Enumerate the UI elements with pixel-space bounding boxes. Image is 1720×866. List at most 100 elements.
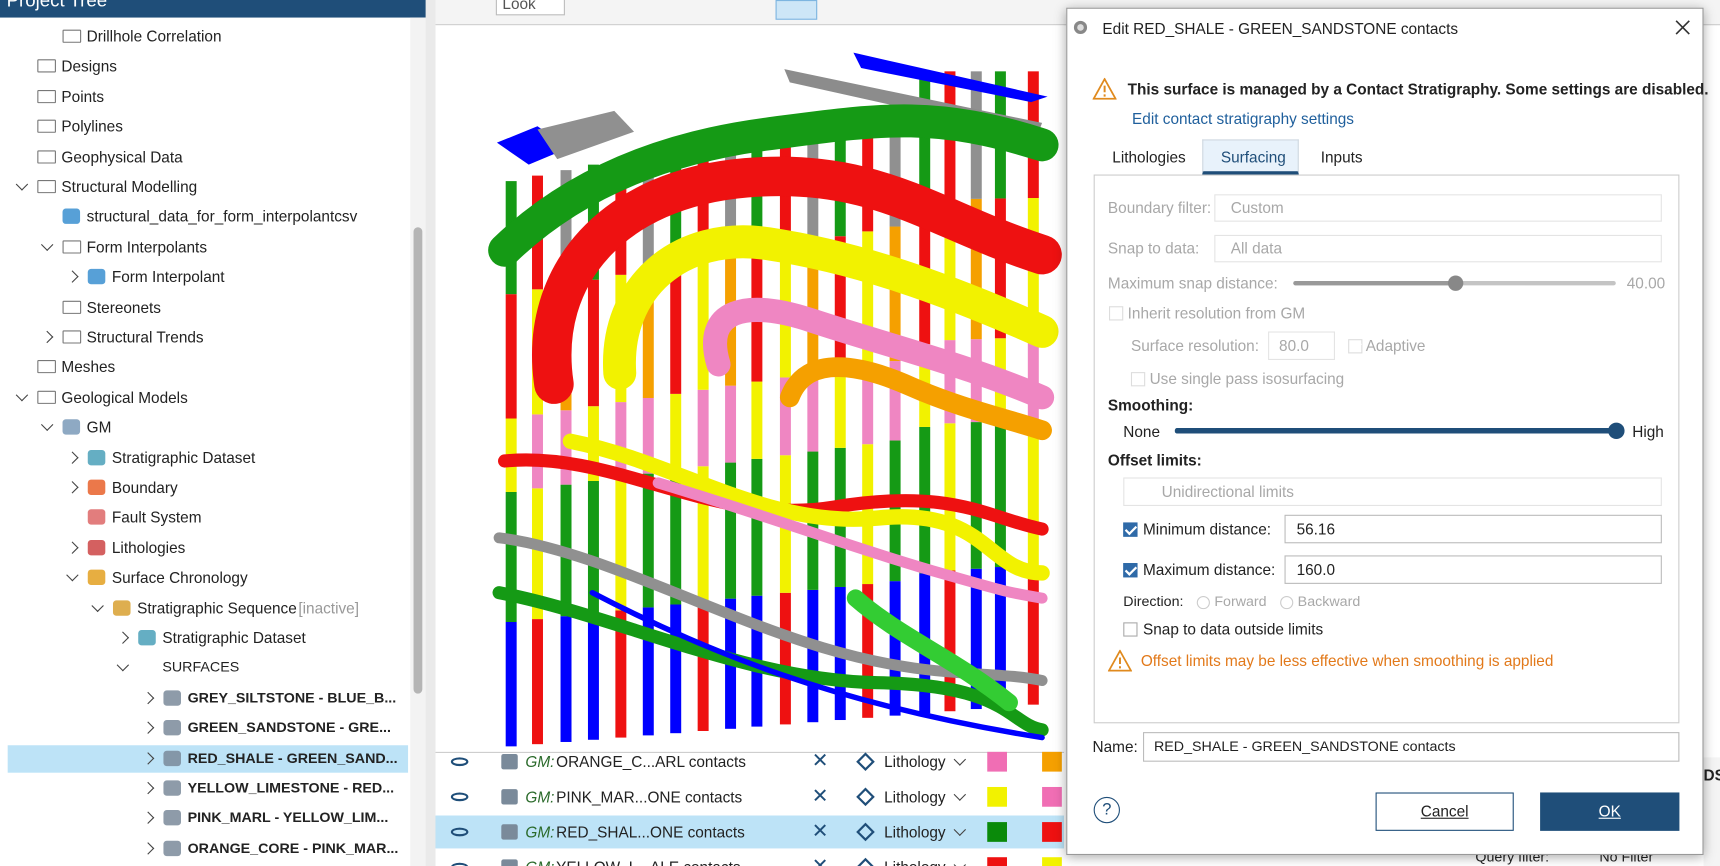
drillhole-segment xyxy=(505,491,517,623)
slider-thumb[interactable] xyxy=(1608,422,1625,440)
drillhole-segment xyxy=(889,361,901,441)
tree-item[interactable]: YELLOW_LIMESTONE - RED... xyxy=(187,779,395,796)
swatch[interactable] xyxy=(987,857,1007,866)
tree-item[interactable]: ORANGE_CORE - PINK_MAR... xyxy=(187,839,399,856)
cancel-button[interactable] xyxy=(1375,792,1514,831)
tree-item[interactable]: Structural Modelling xyxy=(61,177,198,196)
tab[interactable]: Lithologies xyxy=(1112,148,1186,166)
tree-chevron[interactable] xyxy=(66,451,79,464)
remove-icon[interactable]: ✕ xyxy=(811,749,829,772)
swatch[interactable] xyxy=(1042,822,1062,842)
input[interactable] xyxy=(1284,514,1662,544)
scrollbar-thumb[interactable] xyxy=(413,227,423,694)
tree-chevron[interactable] xyxy=(91,599,104,612)
tab[interactable]: Surfacing xyxy=(1220,148,1286,166)
spinbox xyxy=(1268,331,1335,361)
tree-chevron[interactable] xyxy=(40,330,54,344)
tree-item[interactable]: Geological Models xyxy=(61,388,188,406)
tree-item[interactable]: Meshes xyxy=(61,358,116,376)
tree-chevron[interactable] xyxy=(15,178,29,191)
tree-item[interactable]: Fault System xyxy=(111,508,202,527)
swatch[interactable] xyxy=(1042,786,1062,807)
tree-item[interactable]: Form Interpolant xyxy=(111,268,225,286)
tree-chevron[interactable] xyxy=(141,691,155,705)
remove-icon[interactable]: ✕ xyxy=(811,819,829,842)
swatch[interactable] xyxy=(987,751,1007,772)
tree-item[interactable]: GREEN_SANDSTONE - GRE... xyxy=(187,719,391,736)
drillhole-segment xyxy=(994,567,1006,707)
tree-chevron[interactable] xyxy=(15,388,29,402)
tree-item[interactable]: Drillhole Correlation xyxy=(86,27,222,46)
dropdown-chevron[interactable] xyxy=(953,753,967,766)
tree-item[interactable]: Structural Trends xyxy=(86,328,204,346)
tree-chevron[interactable] xyxy=(66,270,79,284)
tree-item[interactable]: PINK_MARL - YELLOW_LIM... xyxy=(187,809,389,826)
splitter[interactable] xyxy=(425,0,436,866)
tab[interactable]: Inputs xyxy=(1320,148,1363,166)
tree-item[interactable]: Points xyxy=(61,87,105,106)
tree-item[interactable]: Stereonets xyxy=(86,298,161,316)
input[interactable] xyxy=(1284,555,1662,584)
drillhole-segment xyxy=(779,377,791,456)
checkbox[interactable] xyxy=(1123,563,1138,578)
drillhole-segment xyxy=(751,381,763,459)
settings-link[interactable]: Edit contact stratigraphy settings xyxy=(1132,109,1354,128)
field-label: Direction: xyxy=(1123,592,1184,610)
swatch[interactable] xyxy=(987,786,1007,807)
drillhole-segment xyxy=(944,340,956,424)
tree-item[interactable]: structural_data_for_form_interpolantcsv xyxy=(86,207,358,226)
tree-chevron[interactable] xyxy=(66,481,79,494)
tree-item[interactable]: Stratigraphic Sequence xyxy=(137,598,297,617)
row-type: Lithology xyxy=(884,857,945,866)
tree-chevron[interactable] xyxy=(66,541,79,554)
dropdown-chevron[interactable] xyxy=(953,788,967,801)
select-tool[interactable] xyxy=(775,0,818,20)
tree-item[interactable]: Geophysical Data xyxy=(61,147,183,166)
tree-chevron[interactable] xyxy=(116,659,130,672)
close-button[interactable] xyxy=(1675,20,1690,35)
eye-icon[interactable] xyxy=(450,827,469,837)
tree-item[interactable]: Lithologies xyxy=(111,538,186,557)
eye-icon[interactable] xyxy=(450,757,469,767)
tree-chevron[interactable] xyxy=(40,418,54,432)
tree-item[interactable]: Form Interpolants xyxy=(86,237,208,256)
tree-chevron[interactable] xyxy=(141,811,155,825)
tree-item[interactable]: Surface Chronology xyxy=(111,568,248,587)
drillhole-segment xyxy=(970,568,982,710)
tree-chevron[interactable] xyxy=(40,238,54,251)
checkbox[interactable] xyxy=(1123,622,1138,637)
dropdown-chevron[interactable] xyxy=(953,858,967,866)
drillhole-segment xyxy=(642,607,654,736)
tree-item[interactable]: Stratigraphic Dataset xyxy=(162,628,306,647)
tree-chevron[interactable] xyxy=(116,631,130,644)
tree-item[interactable]: Stratigraphic Dataset xyxy=(111,448,256,467)
combo xyxy=(1214,194,1662,222)
eye-icon[interactable] xyxy=(450,862,469,866)
tree-chevron[interactable] xyxy=(141,781,155,795)
ok-button[interactable] xyxy=(1540,792,1680,831)
ok-label: OK xyxy=(1598,802,1621,820)
checkbox[interactable] xyxy=(1123,522,1138,537)
help-button[interactable]: ? xyxy=(1093,796,1120,824)
tree-icon xyxy=(163,840,181,856)
swatch[interactable] xyxy=(1042,857,1062,866)
tree-item[interactable]: GREY_SILTSTONE - BLUE_B... xyxy=(187,689,397,706)
remove-icon[interactable]: ✕ xyxy=(811,784,829,807)
tree-item[interactable]: RED_SHALE - GREEN_SAND... xyxy=(187,749,398,766)
eye-icon[interactable] xyxy=(450,792,469,802)
swatch[interactable] xyxy=(1042,751,1062,772)
folder-icon xyxy=(62,29,82,43)
tree-item[interactable]: SURFACES xyxy=(162,658,240,676)
name-input[interactable] xyxy=(1143,732,1680,762)
tree-chevron[interactable] xyxy=(141,721,155,735)
tree-item[interactable]: Boundary xyxy=(111,478,178,497)
tree-item[interactable]: Designs xyxy=(61,57,117,76)
tree-item[interactable]: Polylines xyxy=(61,117,123,136)
view-mode-dropdown[interactable] xyxy=(495,0,565,16)
tree-chevron[interactable] xyxy=(141,842,155,855)
combo xyxy=(1123,477,1662,506)
tree-chevron[interactable] xyxy=(66,569,79,582)
swatch[interactable] xyxy=(987,822,1007,842)
tree-item[interactable]: GM xyxy=(86,418,112,436)
remove-icon[interactable]: ✕ xyxy=(811,855,829,866)
